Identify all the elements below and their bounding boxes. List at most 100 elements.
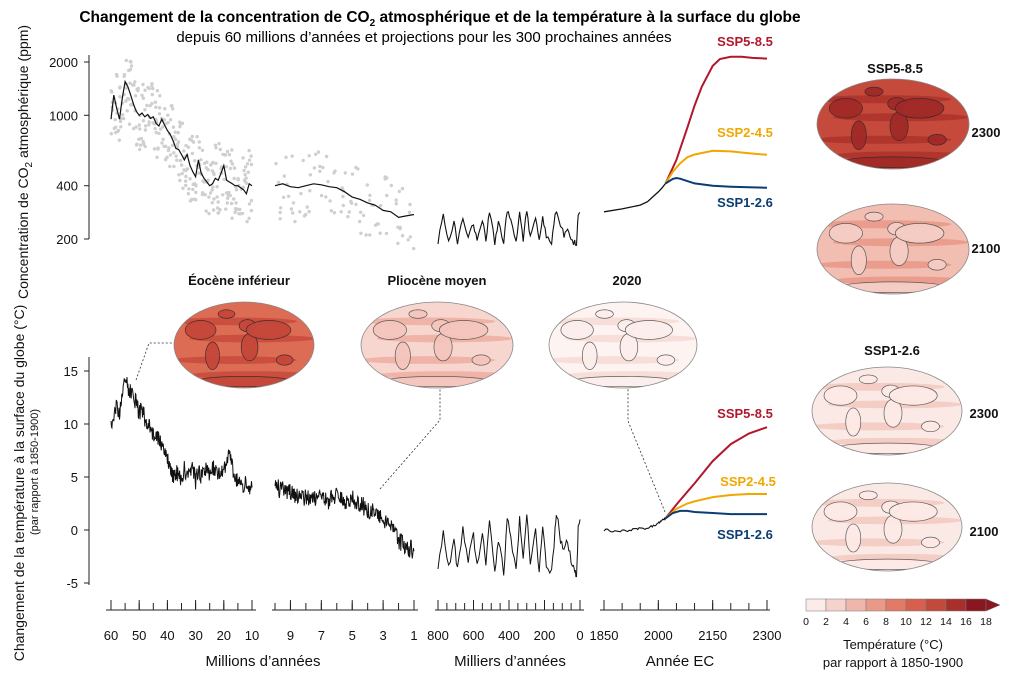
co2-proxy-point [200, 148, 205, 152]
co2-proxy-point [172, 135, 176, 139]
co2-proxy-point [140, 93, 144, 98]
co2-proxy-point [175, 142, 180, 147]
co2-y-tick-label: 200 [56, 232, 78, 247]
temperature-y-tick-label: 0 [71, 523, 78, 538]
co2-proxy-point [228, 193, 232, 198]
co2-proxy-point [171, 107, 175, 111]
co2-proxy-point [127, 122, 132, 126]
co2-proxy-point [163, 107, 167, 111]
co2-proxy-point [239, 212, 243, 216]
co2-proxy-dots [109, 58, 416, 251]
map-continent [828, 97, 863, 119]
co2-proxy-point [121, 116, 126, 121]
co2-proxy-point [307, 209, 311, 214]
co2-proxy-point [282, 174, 286, 178]
co2-proxy-point [124, 99, 128, 103]
co2-proxy-point [160, 141, 164, 145]
co2-proxy-point [194, 190, 198, 195]
co2-proxy-point [157, 112, 162, 116]
map-continent [595, 309, 614, 319]
co2-proxy-point [179, 163, 184, 167]
map-continent [394, 341, 411, 370]
co2-proxy-point [246, 170, 251, 174]
temperature-y-tick-label: 5 [71, 470, 78, 485]
map-outline [816, 203, 970, 295]
map-continent [845, 407, 862, 437]
co2-proxy-point [221, 193, 225, 197]
map-outline [811, 366, 963, 456]
map-continent [184, 320, 217, 340]
co2-proxy-point [178, 158, 183, 163]
map-continent [570, 376, 676, 388]
co2-proxy-point [147, 120, 151, 124]
map-ssp585-2100 [816, 203, 970, 295]
map-body [174, 302, 314, 388]
co2-proxy-point [141, 119, 146, 123]
co2-proxy-point [224, 165, 228, 169]
co2-proxy-point [186, 145, 191, 149]
co2-proxy-point [171, 125, 176, 129]
co2-proxy-point [191, 140, 196, 144]
temperature-y-axis-sublabel: (par rapport à 1850-1900) [29, 409, 41, 535]
co2-proxy-point [232, 176, 236, 181]
co2-proxy-point [241, 156, 245, 160]
co2-proxy-point [119, 125, 123, 129]
co2-proxy-point [157, 131, 161, 136]
co2-proxy-point [281, 195, 286, 199]
map-outline [548, 301, 698, 389]
map-connector-lines [135, 342, 666, 513]
co2-proxy-point [232, 166, 237, 170]
map-continent [471, 354, 491, 366]
map-outline [360, 301, 514, 389]
co2-proxy-point [242, 168, 246, 173]
colorbar-swatch [945, 598, 967, 612]
map-outline [816, 78, 970, 170]
co2-proxy-point [122, 74, 126, 79]
co2-proxy-point [245, 219, 249, 224]
map-continent [864, 86, 884, 97]
co2-proxy-point [340, 186, 344, 190]
co2-proxy-point [176, 130, 180, 135]
co2-proxy-point [247, 158, 252, 162]
co2-label-ssp245: SSP2-4.5 [717, 125, 773, 140]
co2-proxy-point [407, 210, 412, 215]
x-tick-label: 1850 [590, 628, 619, 643]
co2-proxy-point [278, 217, 282, 221]
co2-proxy-point [406, 238, 410, 242]
temperature-label-ssp585: SSP5-8.5 [717, 406, 773, 421]
co2-proxy-point [361, 213, 366, 218]
co2-proxy-point [168, 118, 173, 122]
co2-proxy-point [182, 149, 186, 153]
co2-proxy-point [236, 177, 240, 181]
co2-proxy-point [229, 159, 233, 163]
temperature-line-ssp5-8.5 [664, 426, 768, 519]
map-continent [560, 320, 594, 340]
co2-proxy-point [178, 178, 182, 183]
co2-proxy-point [223, 153, 228, 157]
co2-proxy-point [326, 179, 330, 184]
co2-proxy-point [218, 208, 222, 212]
co2-proxy-point [154, 130, 158, 135]
co2-proxy-point [181, 186, 185, 190]
co2-proxy-point [350, 172, 355, 176]
map-continent [834, 558, 940, 571]
map-continent [624, 320, 673, 340]
co2-proxy-point [118, 85, 122, 89]
map-continent [383, 376, 491, 388]
map-continent [894, 97, 945, 119]
co2-proxy-point [206, 168, 210, 172]
connector-2020 [627, 388, 666, 513]
temperature-line-ssp2-4.5 [664, 493, 767, 520]
x-tick-label: 200 [534, 628, 556, 643]
map-continent [217, 309, 236, 319]
co2-proxy-point [202, 180, 206, 184]
map-continent [927, 259, 947, 271]
x-tick-label: 0 [576, 628, 583, 643]
map-label-2020: 2020 [613, 273, 642, 288]
x-axis-label-year: Année EC [646, 653, 715, 670]
co2-proxy-point [378, 231, 382, 235]
co2-proxy-point [117, 138, 122, 142]
co2-y-axis-label: Concentration de CO2 atmosphérique (ppm) [15, 25, 35, 299]
co2-proxy-point [158, 127, 163, 131]
